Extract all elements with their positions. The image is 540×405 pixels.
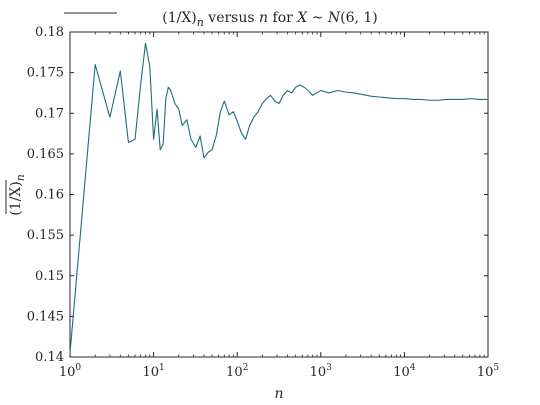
y-axis: 0.14 0.145 0.15 0.155 0.16 0.165 0.17 0.175 0.18 — [27, 25, 488, 365]
title-part-8: N — [327, 10, 341, 26]
x-tick-base: 10 — [142, 365, 159, 380]
x-tick-label: 101 — [142, 363, 164, 380]
x-tick-exponent: 5 — [493, 363, 499, 373]
y-tick-label: 0.15 — [35, 269, 64, 284]
x-tick-label: 100 — [59, 363, 82, 380]
x-axis-title: n — [274, 386, 283, 402]
title-part-7: ~ — [307, 10, 328, 26]
x-tick-base: 10 — [226, 365, 243, 380]
x-tick-base: 10 — [59, 365, 76, 380]
series-line — [69, 42, 488, 353]
x-tick-label: 104 — [393, 363, 416, 380]
x-tick-exponent: 1 — [159, 363, 165, 373]
x-tick-base: 10 — [310, 365, 327, 380]
title-part-1: (1/X) — [162, 10, 197, 26]
y-axis-title-base: (1/X) — [8, 181, 24, 216]
y-axis-title-sub: n — [14, 174, 27, 181]
title-part-5: for — [268, 10, 297, 26]
x-tick-exponent: 2 — [243, 363, 249, 373]
x-tick-label: 102 — [226, 363, 248, 380]
y-tick-label: 0.145 — [27, 309, 64, 324]
plot-area — [69, 31, 489, 358]
svg-text:(1/X)n: (1/X)n — [8, 174, 27, 216]
y-tick-label: 0.165 — [27, 147, 64, 162]
title-part-4: n — [259, 10, 268, 26]
x-axis: 100 101 102 103 104 105 — [59, 32, 500, 380]
x-tick-exponent: 4 — [410, 363, 416, 373]
y-tick-label: 0.18 — [35, 25, 64, 40]
title-part-2: n — [197, 16, 204, 29]
x-tick-exponent: 3 — [326, 363, 332, 373]
title-part-9: (6, 1) — [340, 10, 378, 26]
y-tick-label: 0.155 — [27, 228, 64, 243]
x-tick-label: 103 — [310, 363, 333, 380]
x-tick-exponent: 0 — [75, 363, 81, 373]
y-tick-label: 0.14 — [35, 350, 64, 365]
y-axis-title: (1/X)n — [5, 174, 27, 216]
y-tick-label: 0.17 — [35, 106, 64, 121]
x-tick-label: 105 — [477, 363, 500, 380]
y-tick-label: 0.16 — [35, 188, 64, 203]
x-tick-base: 10 — [477, 365, 494, 380]
y-tick-label: 0.175 — [27, 66, 64, 81]
title-part-6: X — [296, 10, 308, 26]
title-part-3: versus — [204, 10, 259, 26]
chart-title: (1/X)n versus n for X ~ N(6, 1) — [162, 10, 378, 29]
x-tick-base: 10 — [393, 365, 410, 380]
